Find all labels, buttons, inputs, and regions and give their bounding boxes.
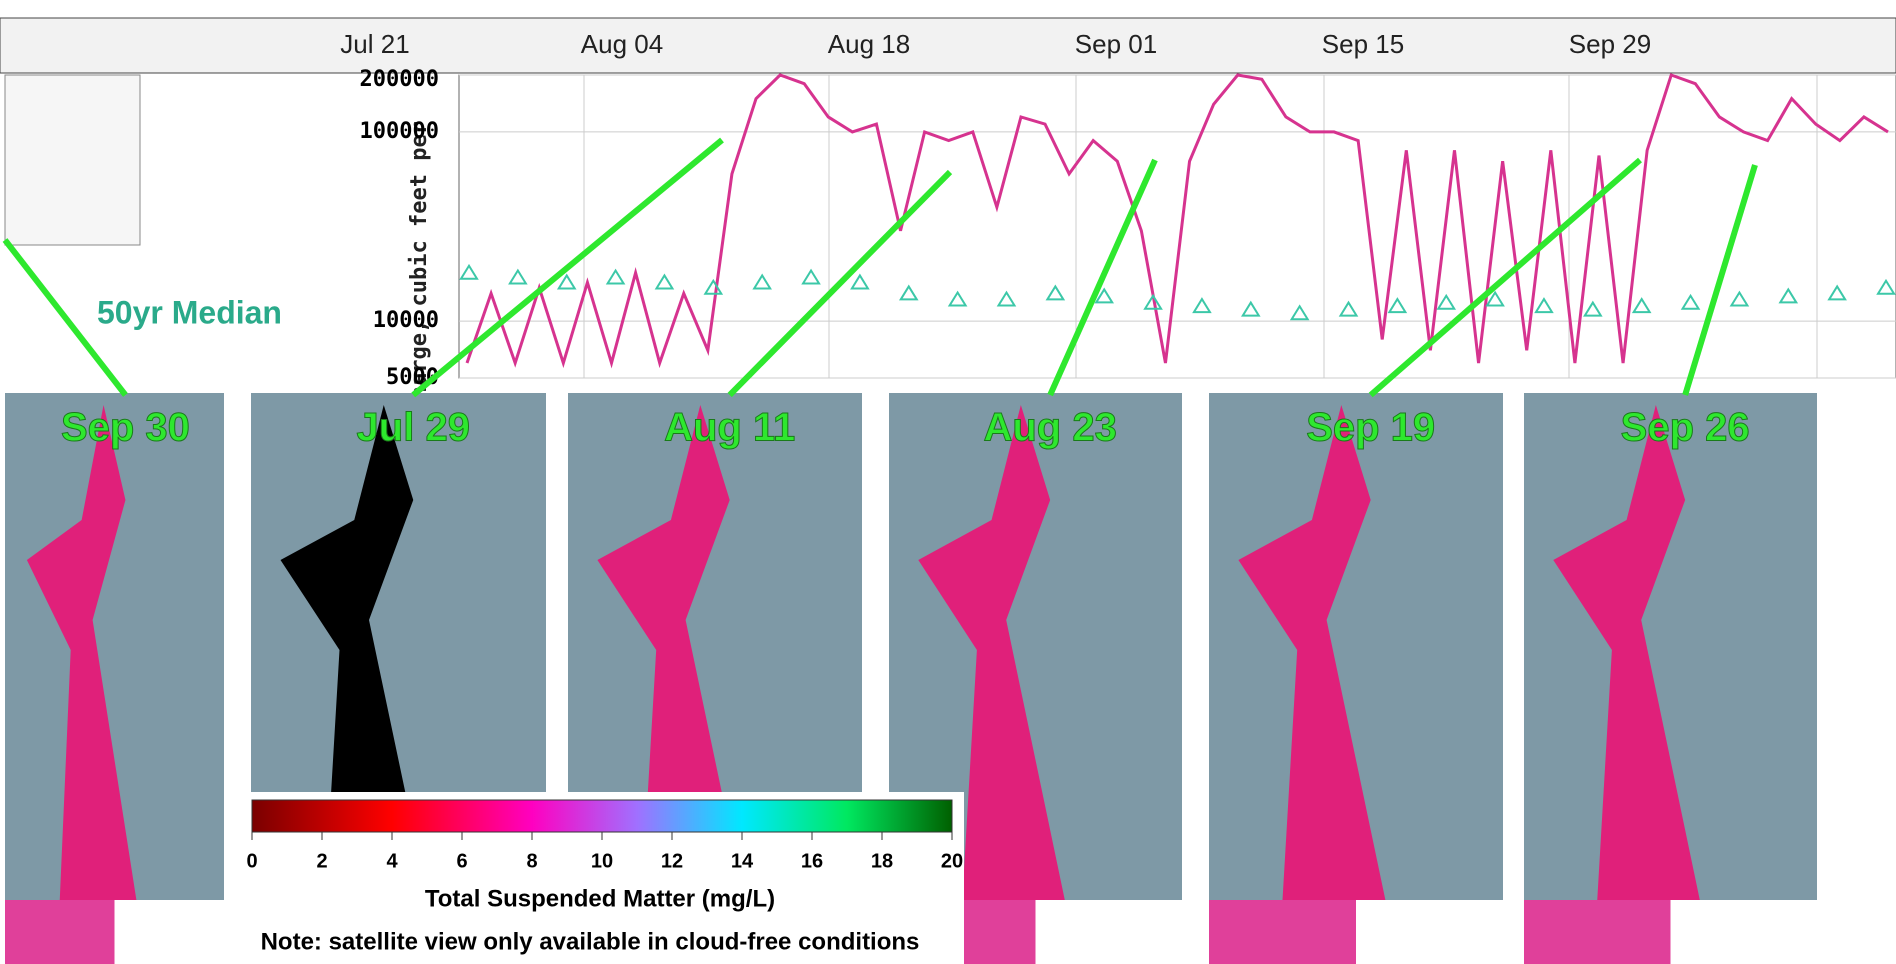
colorbar-tick-label: 4	[386, 850, 398, 872]
left-panel	[5, 75, 140, 245]
x-tick-label: Aug 18	[828, 29, 910, 59]
colorbar-title: Total Suspended Matter (mg/L)	[425, 885, 775, 912]
colorbar-tick-label: 16	[801, 850, 823, 872]
strip	[1524, 900, 1671, 964]
x-tick-label: Sep 29	[1569, 29, 1651, 59]
x-tick-label: Sep 15	[1322, 29, 1404, 59]
image-label: Sep 30	[61, 406, 190, 450]
image-label: Aug 11	[664, 406, 795, 450]
median-label: 50yr Median	[97, 294, 282, 330]
colorbar-tick-label: 20	[941, 850, 963, 872]
page: ischarge, cubic feet per 50yr Median 500…	[0, 0, 1896, 964]
strip	[1209, 900, 1356, 964]
strip	[5, 900, 115, 964]
colorbar-tick-label: 14	[731, 850, 754, 872]
colorbar-tick-label: 10	[591, 850, 613, 872]
plot-area	[459, 75, 1896, 378]
y-tick-label: 10000	[373, 308, 439, 333]
image-label: Aug 23	[983, 406, 1116, 450]
y-tick-label: 200000	[360, 67, 439, 92]
note: Note: satellite view only available in c…	[261, 928, 920, 955]
colorbar-tick-label: 6	[456, 850, 467, 872]
image-label: Sep 26	[1621, 406, 1750, 450]
image-label: Jul 29	[357, 406, 470, 450]
y-tick-label: 100000	[360, 119, 439, 144]
colorbar-tick-label: 8	[526, 850, 537, 872]
figure: ischarge, cubic feet per 50yr Median 500…	[0, 0, 1896, 964]
x-tick-label: Jul 21	[340, 29, 409, 59]
colorbar-tick-label: 2	[316, 850, 327, 872]
colorbar-tick-label: 18	[871, 850, 893, 872]
x-tick-label: Aug 04	[581, 29, 663, 59]
colorbar	[252, 800, 952, 832]
colorbar-tick-label: 0	[246, 850, 257, 872]
colorbar-tick-label: 12	[661, 850, 683, 872]
x-tick-label: Sep 01	[1075, 29, 1157, 59]
image-label: Sep 19	[1306, 406, 1435, 450]
